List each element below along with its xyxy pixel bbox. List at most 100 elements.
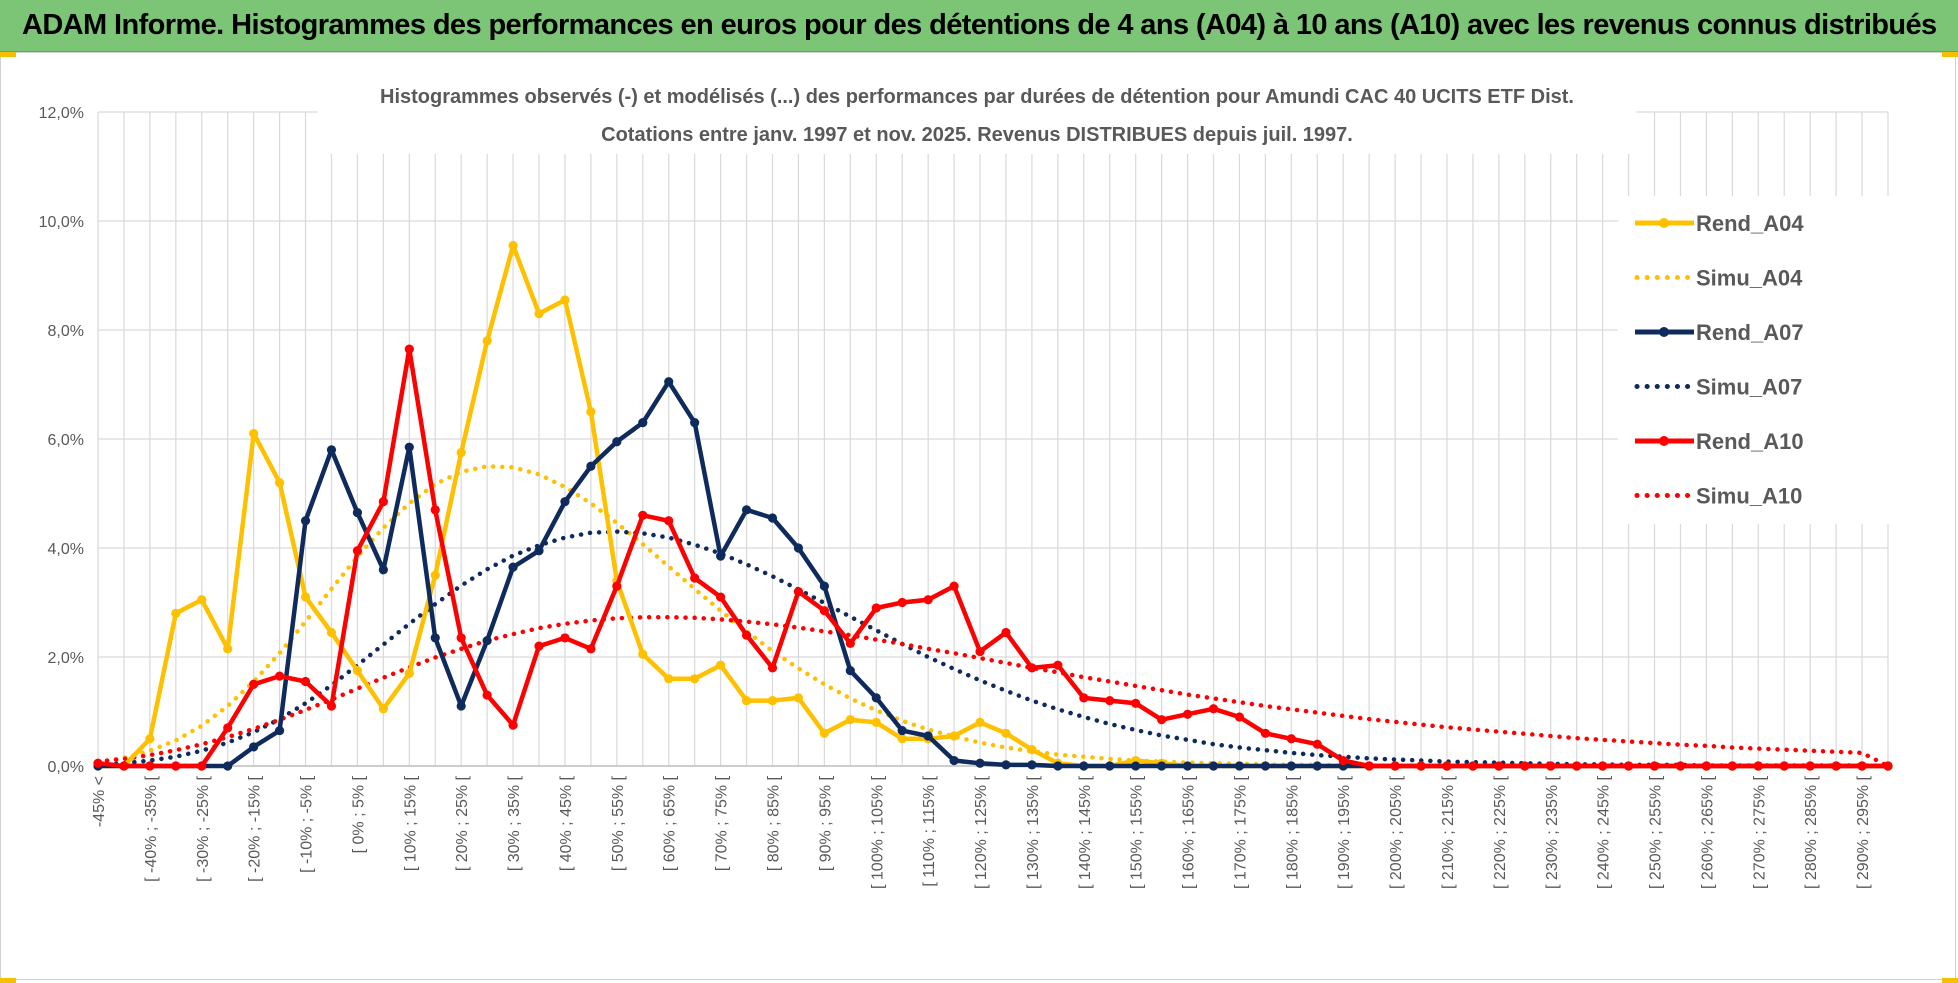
data-point xyxy=(1701,761,1712,771)
x-tick-label: [ 230% ; 235% [ xyxy=(1544,775,1561,889)
data-point xyxy=(197,761,207,771)
data-point xyxy=(1546,761,1556,771)
data-point xyxy=(741,696,752,706)
data-point xyxy=(197,595,207,605)
x-tick-label: [ -20% ; -15% [ xyxy=(247,775,264,881)
x-tick-label: [ 140% ; 145% [ xyxy=(1077,775,1094,889)
data-point xyxy=(352,666,363,676)
data-point xyxy=(793,587,804,597)
data-point xyxy=(1027,663,1037,673)
data-point xyxy=(949,731,959,741)
series-line-Simu_A10 xyxy=(95,614,1891,769)
data-point xyxy=(845,666,855,676)
data-point xyxy=(923,731,933,741)
data-point xyxy=(612,581,622,591)
series-Simu_A10 xyxy=(95,614,1891,769)
data-point xyxy=(897,734,907,744)
legend-label: Simu_A07 xyxy=(1696,375,1802,400)
data-point xyxy=(1675,761,1686,771)
x-tick-label: [ 130% ; 135% [ xyxy=(1025,775,1042,889)
data-point xyxy=(300,676,311,687)
data-point xyxy=(949,755,959,766)
data-point xyxy=(119,761,129,771)
data-point xyxy=(819,581,829,591)
data-point xyxy=(482,690,492,700)
y-axis-ticks: 0,0% 2,0% 4,0% 6,0% 8,0% 10,0% 12,0% xyxy=(39,105,84,776)
x-tick-label: [ 260% ; 265% [ xyxy=(1699,775,1716,889)
data-point xyxy=(534,546,544,556)
data-point xyxy=(482,636,492,646)
legend-label: Simu_A04 xyxy=(1696,266,1803,291)
data-point xyxy=(456,633,466,643)
data-point xyxy=(145,761,155,771)
legend-item-Simu_A10: Simu_A10 xyxy=(1634,484,1802,509)
x-tick-label: [ 20% ; 25% [ xyxy=(454,775,471,871)
data-point xyxy=(664,674,674,684)
data-point xyxy=(1053,761,1063,771)
data-point xyxy=(1027,760,1037,770)
data-point xyxy=(897,597,907,608)
data-point xyxy=(1157,715,1167,725)
x-tick-label: [ 10% ; 15% [ xyxy=(402,775,419,871)
data-point xyxy=(1312,739,1322,749)
chart-frame xyxy=(0,52,1956,980)
data-point xyxy=(1131,698,1141,708)
data-point xyxy=(1338,755,1348,766)
x-tick-label: [ -30% ; -25% [ xyxy=(195,775,212,881)
data-point xyxy=(508,240,518,251)
data-point xyxy=(975,717,985,728)
data-point xyxy=(1649,761,1660,771)
data-point xyxy=(1157,761,1167,771)
x-tick-label: [ 50% ; 55% [ xyxy=(610,775,627,871)
data-point xyxy=(378,565,388,575)
x-tick-label: [ 120% ; 125% [ xyxy=(973,775,990,889)
chart-title: Histogrammes observés (-) et modélisés (… xyxy=(380,86,1574,108)
data-point xyxy=(975,758,985,768)
data-point xyxy=(1001,760,1011,770)
data-point xyxy=(430,633,440,643)
data-point xyxy=(1234,712,1245,722)
data-point xyxy=(845,715,855,725)
data-point xyxy=(326,701,337,711)
data-point xyxy=(1805,761,1815,771)
x-tick-label: [ 280% ; 285% [ xyxy=(1803,775,1820,889)
data-point xyxy=(793,693,804,703)
data-point xyxy=(767,696,778,706)
data-point xyxy=(560,497,570,507)
data-point xyxy=(871,693,881,703)
data-point xyxy=(767,513,778,523)
data-point xyxy=(1442,761,1452,771)
data-point xyxy=(638,418,648,428)
data-point xyxy=(171,608,181,619)
data-point xyxy=(1079,761,1089,771)
x-tick-label: [ 290% ; 295% [ xyxy=(1855,775,1872,889)
x-tick-label: -45% < xyxy=(91,776,108,827)
data-point xyxy=(508,562,518,572)
data-point xyxy=(1572,761,1582,771)
y-tick-label: 10,0% xyxy=(39,214,84,231)
data-point xyxy=(93,758,103,768)
legend-label: Rend_A10 xyxy=(1696,429,1804,454)
data-point xyxy=(249,428,259,439)
data-point xyxy=(430,505,440,515)
data-point xyxy=(1208,704,1219,714)
data-point xyxy=(508,720,518,730)
data-point xyxy=(404,442,414,452)
legend: Rend_A04 Simu_A04 Rend_A07 Simu_A07 Rend_A10… xyxy=(1634,211,1804,509)
data-point xyxy=(897,725,907,736)
data-point xyxy=(1623,761,1634,771)
header-title: ADAM Informe. Histogrammes des performan… xyxy=(22,9,1937,41)
legend-item-Simu_A04: Simu_A04 xyxy=(1634,266,1803,291)
data-point xyxy=(1753,761,1763,771)
data-point xyxy=(586,644,596,654)
data-point xyxy=(716,660,726,670)
series-Simu_A07 xyxy=(95,529,1891,769)
x-tick-label: [ 110% ; 115% [ xyxy=(921,775,938,886)
y-tick-label: 4,0% xyxy=(48,541,84,558)
series-line-Simu_A07 xyxy=(95,529,1891,769)
legend-marker xyxy=(1659,436,1669,446)
data-point xyxy=(1779,761,1789,771)
data-point xyxy=(716,592,726,602)
title-backdrop xyxy=(318,78,1636,154)
